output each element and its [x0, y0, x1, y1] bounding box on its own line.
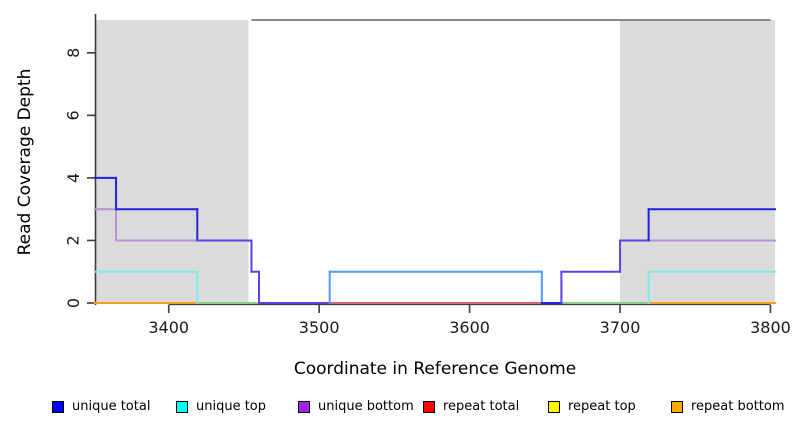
legend-swatch	[176, 401, 188, 413]
legend-swatch	[298, 401, 310, 413]
legend-item-repeat-top: repeat top	[548, 398, 636, 416]
y-tick-label: 6	[64, 110, 83, 120]
axes: 0 2 4 6 8 3400 3500 3600 3700 3800	[64, 14, 791, 337]
legend-label: unique top	[196, 399, 267, 414]
y-tick-label: 4	[64, 173, 83, 183]
x-axis-label: Coordinate in Reference Genome	[294, 359, 576, 379]
legend-item-repeat-bottom: repeat bottom	[671, 398, 785, 416]
y-axis-label: Read Coverage Depth	[15, 69, 35, 256]
shaded-region	[620, 20, 775, 303]
x-tick-label: 3500	[299, 318, 340, 337]
x-tick-label: 3600	[449, 318, 490, 337]
x-tick-label: 3400	[148, 318, 189, 337]
legend-item-unique-bottom: unique bottom	[298, 398, 414, 416]
legend-item-repeat-total: repeat total	[423, 398, 519, 416]
legend-swatch	[52, 401, 64, 413]
legend-label: repeat bottom	[691, 399, 785, 414]
y-tick-label: 8	[64, 48, 83, 58]
legend-label: repeat top	[568, 399, 636, 414]
coverage-plot: 0 2 4 6 8 3400 3500 3600 3700 3800 Coordinate in …	[15, 14, 791, 379]
legend: unique total unique top unique bottom repea…	[0, 396, 792, 422]
legend-swatch	[423, 401, 435, 413]
x-tick-label: 3800	[750, 318, 791, 337]
shaded-repeat-regions	[95, 20, 775, 303]
legend-item-unique-total: unique total	[52, 398, 150, 416]
x-tick-label: 3700	[600, 318, 641, 337]
legend-label: repeat total	[443, 399, 520, 414]
y-tick-label: 2	[64, 235, 83, 245]
legend-label: unique bottom	[318, 399, 414, 414]
legend-item-unique-top: unique top	[176, 398, 266, 416]
legend-label: unique total	[72, 399, 151, 414]
coverage-step-lines	[94, 176, 776, 304]
legend-swatch	[671, 401, 683, 413]
legend-swatch	[548, 401, 560, 413]
shaded-region	[95, 20, 249, 303]
y-tick-label: 0	[64, 298, 83, 308]
